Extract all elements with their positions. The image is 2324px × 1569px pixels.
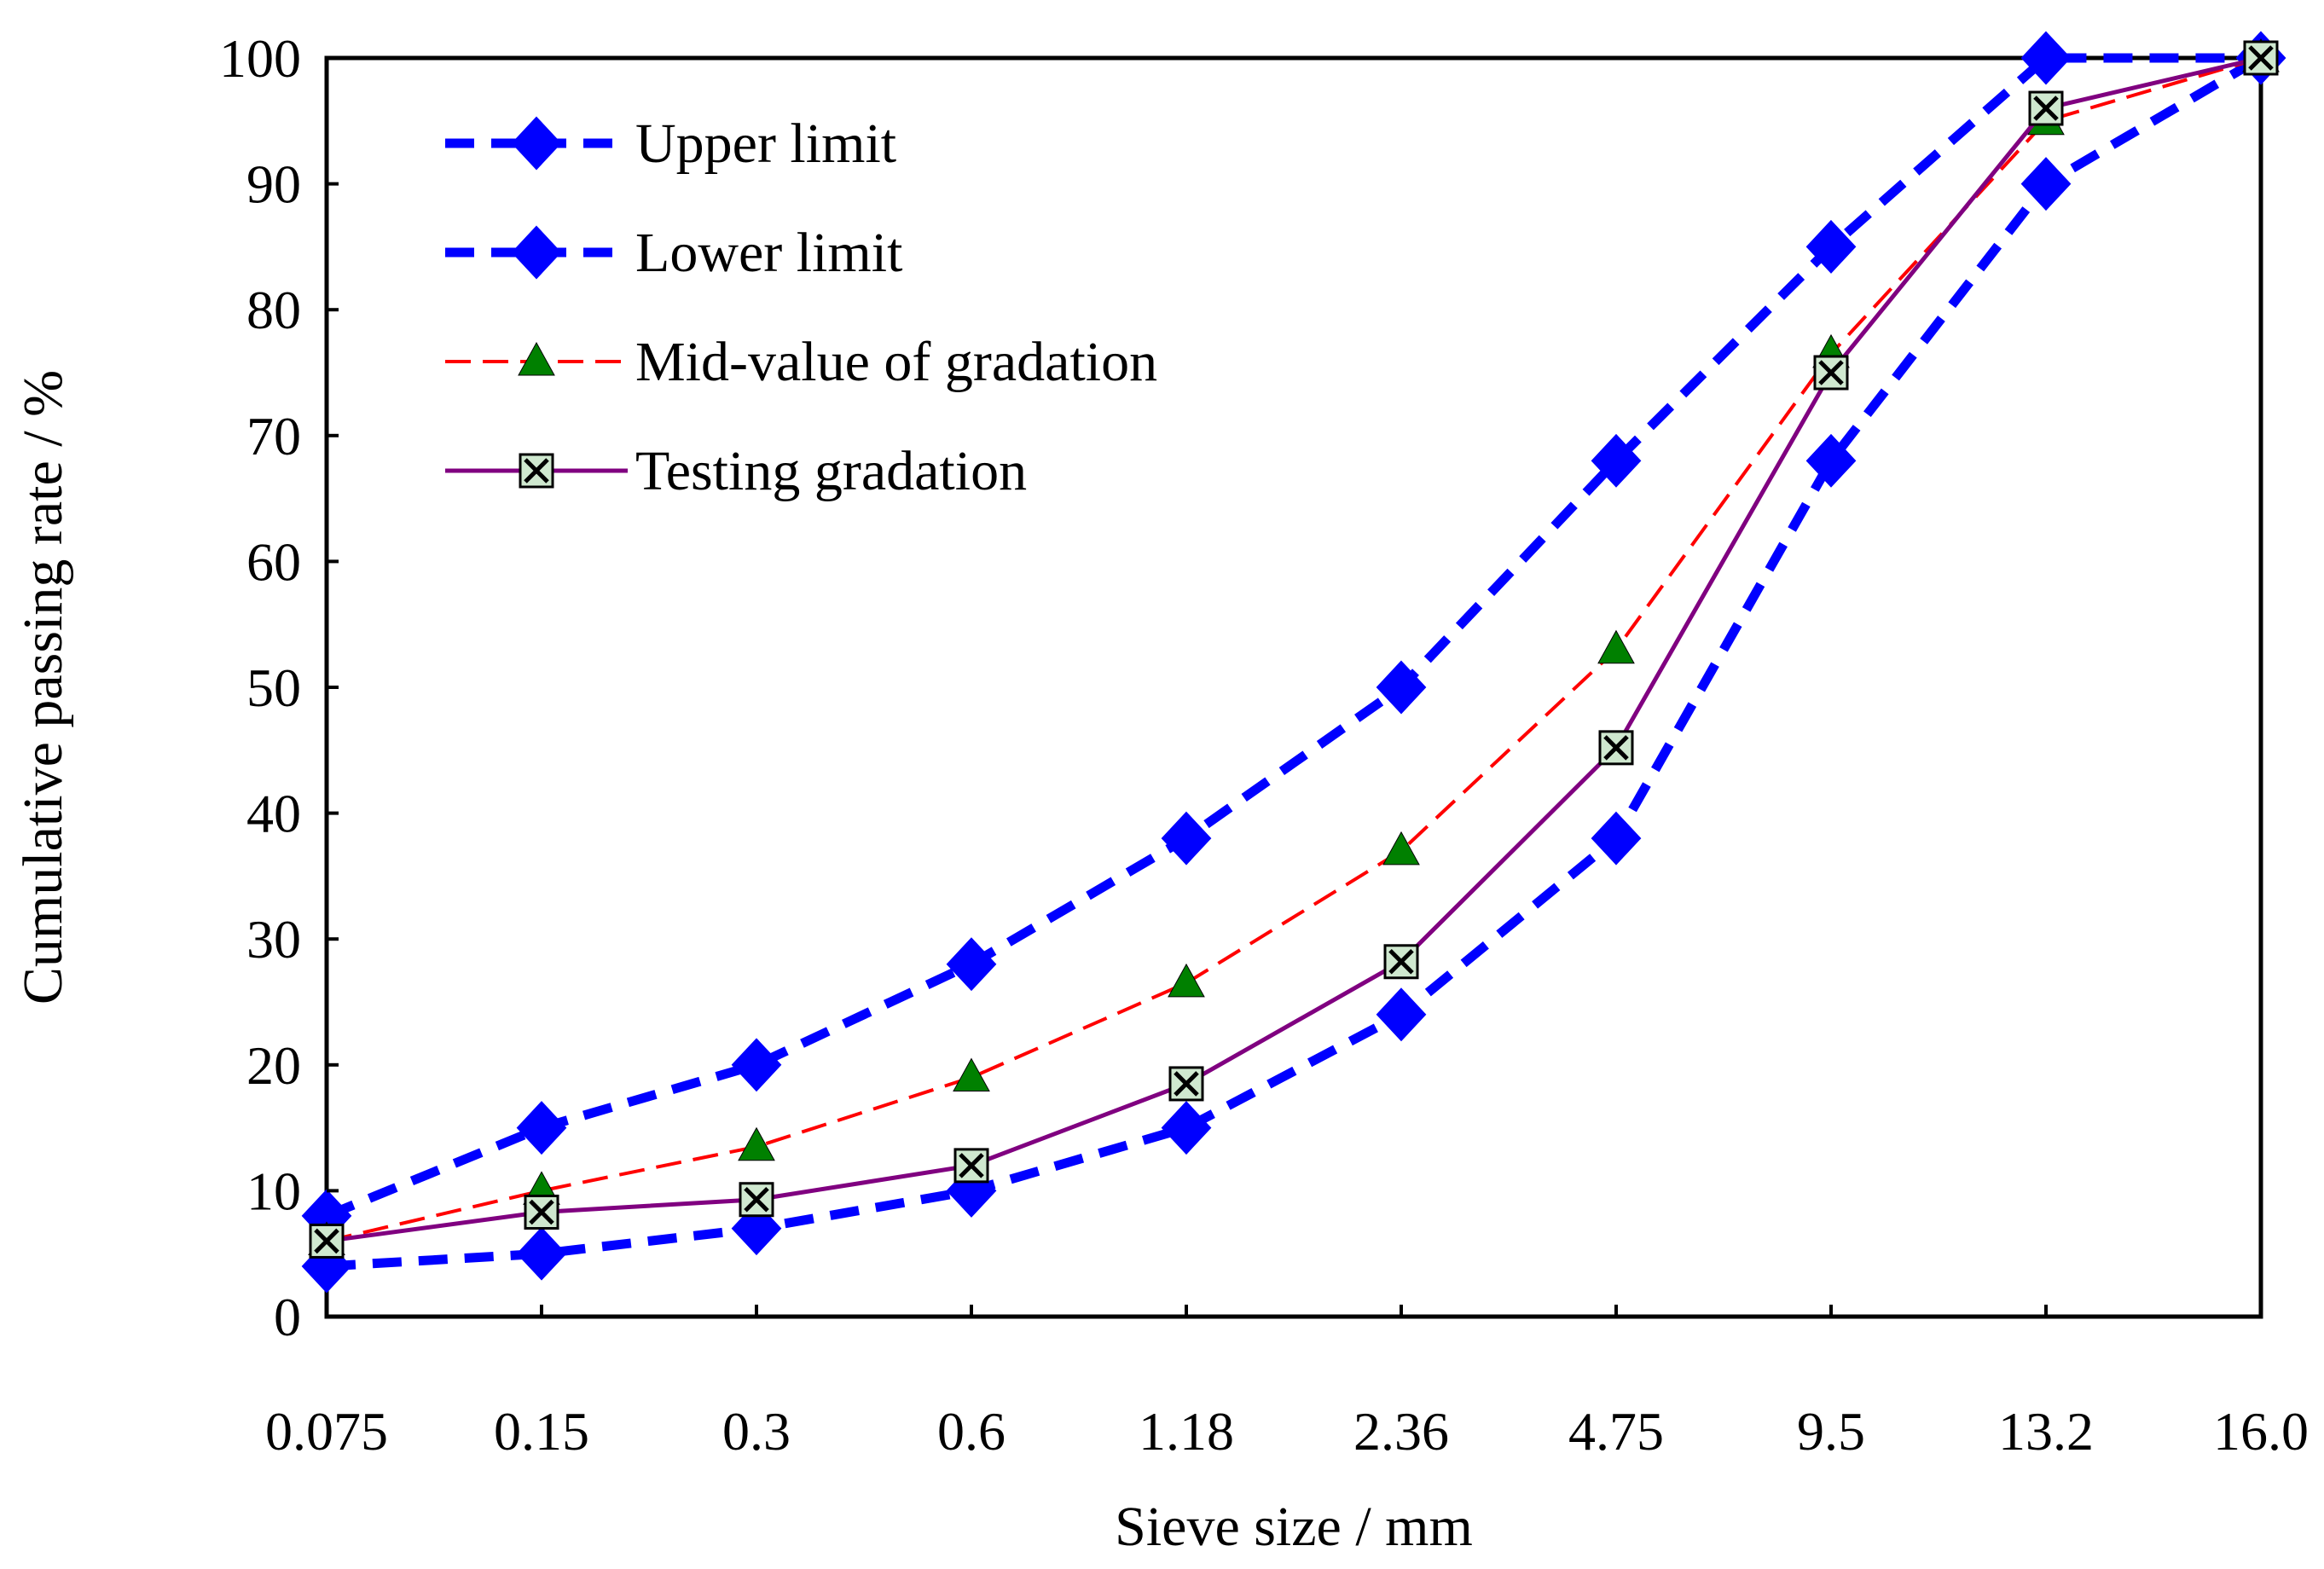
data-point-testing-gradation <box>953 1148 989 1184</box>
data-point-upper-limit <box>731 1038 782 1092</box>
legend-marker-upper-limit <box>511 116 562 171</box>
x-tick-label: 2.36 <box>1353 1401 1449 1462</box>
data-point-mid-value-of-gradation <box>1382 831 1420 866</box>
x-tick-label: 4.75 <box>1568 1401 1664 1462</box>
data-point-testing-gradation <box>524 1194 559 1230</box>
data-point-lower-limit <box>1161 1101 1212 1155</box>
x-tick-label: 0.3 <box>722 1401 791 1462</box>
x-tick-label: 16.0 <box>2213 1401 2309 1462</box>
marker-cross <box>2248 45 2274 71</box>
x-tick-label: 0.15 <box>494 1401 589 1462</box>
marker-cross <box>2033 96 2059 121</box>
data-point-upper-limit <box>946 937 997 992</box>
data-point-lower-limit <box>1591 811 1642 866</box>
data-point-upper-limit <box>1161 811 1212 866</box>
data-point-testing-gradation <box>2028 90 2064 126</box>
data-point-upper-limit <box>1591 433 1642 488</box>
data-point-lower-limit <box>2020 157 2072 211</box>
legend-label-upper-limit: Upper limit <box>635 113 896 175</box>
data-point-testing-gradation <box>1598 730 1634 766</box>
marker-cross <box>744 1186 769 1213</box>
series-line-testing-gradation <box>326 55 2262 1243</box>
y-tick-label: 90 <box>246 154 301 215</box>
data-point-testing-gradation <box>739 1182 774 1218</box>
data-point-upper-limit <box>2020 31 2072 85</box>
data-point-testing-gradation <box>2243 40 2279 76</box>
x-tick-label: 0.6 <box>937 1401 1006 1462</box>
data-point-mid-value-of-gradation <box>1168 963 1205 998</box>
data-point-testing-gradation <box>1168 1066 1204 1102</box>
x-tick-label: 9.5 <box>1797 1401 1865 1462</box>
data-point-lower-limit <box>1805 433 1857 488</box>
y-tick-label: 80 <box>246 280 301 340</box>
y-tick-label: 0 <box>274 1287 301 1347</box>
series-layer <box>301 31 2286 1294</box>
marker-cross <box>1174 1071 1199 1097</box>
axis-layer: 0 10 20 30 40 50 60 70 80 90 100 0.075 0.15 0.3 0.6 1.1… <box>219 28 2309 1462</box>
x-tick-label: 0.075 <box>265 1401 388 1462</box>
y-axis-title: Cumulative passing rate / % <box>12 370 74 1005</box>
y-tick-label: 70 <box>246 406 301 466</box>
y-tick-label: 50 <box>246 657 301 718</box>
x-tick-label: 1.18 <box>1139 1401 1234 1462</box>
y-tick-label: 40 <box>246 784 301 844</box>
data-point-mid-value-of-gradation <box>1597 629 1635 664</box>
y-tick-label: 60 <box>246 531 301 592</box>
legend-marker-testing-gradation <box>519 453 554 489</box>
legend-label-testing-gradation: Testing gradation <box>635 440 1027 502</box>
marker-cross <box>314 1228 339 1254</box>
y-tick-label: 100 <box>219 28 301 89</box>
series-line-lower-limit <box>326 54 2263 1271</box>
data-point-upper-limit <box>1376 660 1427 715</box>
legend: Upper limit Lower limit Mid-value of grada… <box>445 113 1157 502</box>
data-point-upper-limit <box>516 1101 567 1155</box>
marker-cross <box>529 1199 554 1225</box>
y-tick-label: 30 <box>246 909 301 970</box>
legend-marker-mid-value-of-gradation <box>518 341 555 376</box>
data-point-upper-limit <box>1805 219 1857 274</box>
marker-cross <box>1388 949 1414 975</box>
legend-marker-lower-limit <box>511 225 562 280</box>
data-point-testing-gradation <box>1383 944 1419 980</box>
data-point-lower-limit <box>516 1226 567 1281</box>
data-point-testing-gradation <box>1813 355 1849 391</box>
x-tick-label: 13.2 <box>1998 1401 2094 1462</box>
legend-label-lower-limit: Lower limit <box>635 222 902 284</box>
data-point-mid-value-of-gradation <box>738 1126 775 1161</box>
y-tick-label: 10 <box>246 1161 301 1221</box>
series-line-upper-limit <box>324 53 2261 1221</box>
y-tick-label: 20 <box>246 1035 301 1096</box>
marker-cross <box>1818 360 1844 385</box>
x-axis-title: Sieve size / mm <box>1115 1496 1473 1558</box>
marker-cross <box>1603 735 1629 761</box>
data-point-lower-limit <box>1376 987 1427 1042</box>
marker-cross <box>524 458 549 483</box>
data-point-testing-gradation <box>309 1223 345 1259</box>
data-point-mid-value-of-gradation <box>953 1057 990 1092</box>
marker-cross <box>959 1153 984 1178</box>
legend-label-mid-value-of-gradation: Mid-value of gradation <box>635 331 1157 393</box>
